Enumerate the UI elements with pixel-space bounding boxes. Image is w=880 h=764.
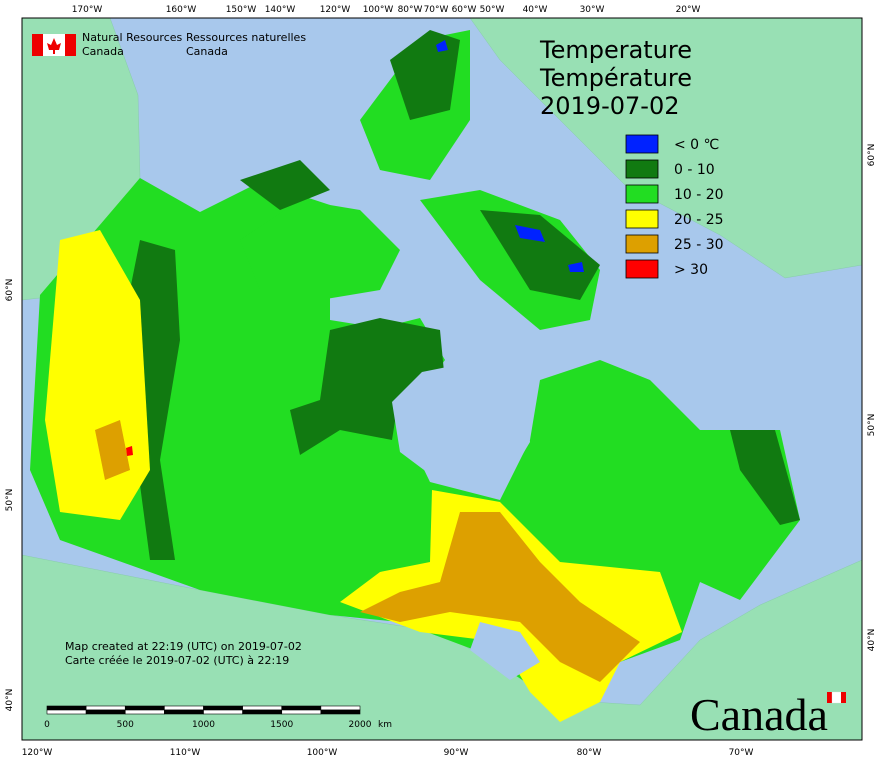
scale-segment — [46, 709, 87, 715]
scale-segment — [320, 709, 361, 715]
arctic-island — [240, 200, 400, 300]
legend-label: 25 - 30 — [674, 237, 724, 253]
flag-bar — [32, 34, 43, 56]
longitude-label: 90°W — [444, 748, 469, 758]
latitude-label: 50°N — [867, 414, 877, 437]
legend-swatch — [625, 184, 659, 204]
flag-field — [831, 691, 842, 704]
region-below-0 — [436, 40, 448, 52]
scale-segment — [124, 709, 165, 715]
legend-swatch — [625, 259, 659, 279]
scale-label: 0 — [44, 720, 50, 730]
longitude-label: 50°W — [480, 5, 505, 15]
maple-leaf — [47, 38, 61, 54]
longitude-label: 100°W — [307, 748, 338, 758]
longitude-label: 170°W — [72, 5, 103, 15]
longitude-label: 120°W — [320, 5, 351, 15]
note: Map created at 22:19 (UTC) on 2019-07-02 — [65, 640, 302, 653]
hudson-bay — [392, 362, 530, 492]
great-lakes — [470, 622, 540, 680]
scale-segment — [124, 705, 165, 711]
scale-segment — [164, 709, 204, 715]
region-25-30 — [360, 512, 640, 682]
longitude-label: 140°W — [265, 5, 296, 15]
title: Temperature — [539, 36, 692, 64]
longitude-label: 100°W — [363, 5, 394, 15]
legend: < 0 ℃ 0 - 10 10 - 20 20 - 25 25 - 30 > 30 — [625, 134, 724, 279]
legend-label: 20 - 25 — [674, 212, 724, 228]
legend-label: 10 - 20 — [674, 187, 724, 203]
scale-segment — [203, 705, 243, 711]
scale-segment — [242, 705, 283, 711]
title: Température — [539, 64, 692, 92]
region-25-30 — [95, 420, 130, 480]
scale-segment — [46, 705, 87, 711]
longitude-label: 30°W — [580, 5, 605, 15]
region-0-10 — [290, 318, 444, 455]
note: Carte créée le 2019-07-02 (UTC) à 22:19 — [65, 654, 289, 667]
longitude-label: 70°W — [729, 748, 754, 758]
longitude-label: 60°W — [452, 5, 477, 15]
longitude-label: 20°W — [676, 5, 701, 15]
wordmark: Canada — [690, 689, 828, 740]
scale-segment — [85, 709, 126, 715]
legend-swatch — [625, 134, 659, 154]
region-0-10 — [730, 430, 800, 525]
longitude-label: 80°W — [577, 748, 602, 758]
legend-label: 0 - 10 — [674, 162, 715, 178]
flag-bar — [65, 34, 76, 56]
legend-label: > 30 — [674, 262, 708, 278]
legend-swatch — [625, 159, 659, 179]
scale-label: 1500 — [270, 720, 293, 730]
scale-label: 1000 — [192, 720, 215, 730]
longitude-label: 150°W — [226, 5, 257, 15]
nrcan-flag — [32, 34, 76, 56]
scale-label: 500 — [117, 720, 134, 730]
canada-temperature — [30, 30, 800, 722]
org-fr: Ressources naturelles — [186, 31, 306, 44]
scale-label: 2000 — [349, 720, 372, 730]
org-en: Canada — [82, 45, 124, 58]
longitude-label: 160°W — [166, 5, 197, 15]
scale-segment — [320, 705, 361, 711]
org-fr: Canada — [186, 45, 228, 58]
baffin-island — [480, 210, 600, 300]
latitude-label: 40°N — [867, 629, 877, 652]
region-below-0 — [568, 262, 584, 272]
longitude-label: 110°W — [170, 748, 201, 758]
legend-label: < 0 ℃ — [674, 137, 719, 153]
latitude-label: 40°N — [5, 689, 15, 712]
land-other — [21, 17, 863, 741]
latitude-label: 60°N — [5, 279, 15, 302]
scale-segment — [281, 705, 322, 711]
org-en: Natural Resources — [82, 31, 183, 44]
region-below-0 — [515, 225, 545, 242]
scale-segment — [203, 709, 243, 715]
scale-segment — [242, 709, 283, 715]
legend-swatch — [625, 209, 659, 229]
longitude-label: 80°W — [398, 5, 423, 15]
longitude-label: 120°W — [22, 748, 53, 758]
arctic-island — [240, 160, 330, 210]
scale-bar: 0 500 1000 1500 2000 km — [44, 705, 392, 730]
scale-segment — [85, 705, 126, 711]
scale-segment — [281, 709, 322, 715]
flag-bar — [827, 692, 832, 703]
latitude-label: 50°N — [5, 489, 15, 512]
wordmark-flag — [827, 691, 846, 704]
region-above-30 — [126, 446, 133, 456]
longitude-label: 70°W — [424, 5, 449, 15]
latitude-label: 60°N — [867, 144, 877, 167]
scale-segment — [164, 705, 204, 711]
scale-unit: km — [378, 720, 392, 730]
longitude-label: 40°W — [523, 5, 548, 15]
arctic-island — [390, 30, 460, 120]
graticule-labels: 170°W 160°W 150°W 140°W 120°W 100°W 80°W 70°W 60… — [5, 5, 877, 758]
flag-bar — [841, 692, 846, 703]
frame — [21, 17, 863, 741]
title: 2019-07-02 — [540, 92, 679, 120]
legend-swatch — [625, 234, 659, 254]
